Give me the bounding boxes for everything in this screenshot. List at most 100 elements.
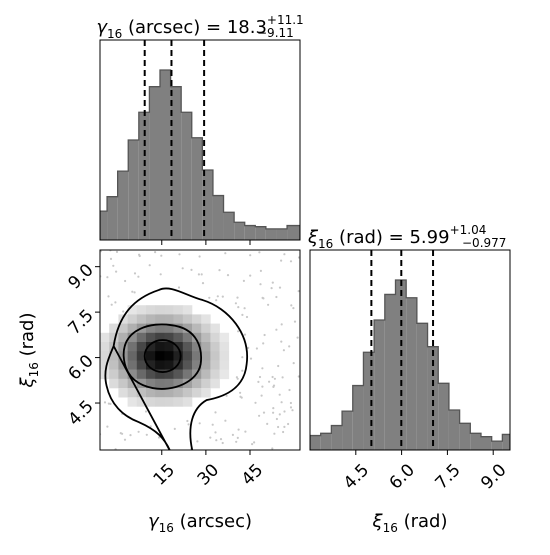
joint-y-tick-label: 4.5 <box>64 397 97 430</box>
joint-sample-point <box>133 272 137 275</box>
xi16-histogram-bin <box>384 294 396 450</box>
joint-density-cell <box>136 314 147 324</box>
joint-sample-point <box>215 439 218 442</box>
gamma16-histogram-bars <box>100 69 300 240</box>
joint-density-cell <box>164 360 174 370</box>
gamma16-histogram-bin <box>212 195 224 240</box>
joint-sample-point <box>214 431 217 434</box>
joint-density-cell <box>118 378 128 389</box>
gamma16-histogram-bin <box>287 225 300 240</box>
joint-density-cell <box>109 323 119 334</box>
joint-sample-point <box>282 430 285 434</box>
joint-density-cell <box>127 378 138 389</box>
joint-sample-point <box>297 290 300 293</box>
joint-sample-point <box>198 255 201 258</box>
xi16-xlabel-subscript: 16 <box>383 521 398 535</box>
joint-density-cell <box>219 369 230 380</box>
joint-sample-point <box>275 328 278 331</box>
joint-density-cell <box>182 305 193 315</box>
joint-density-cell <box>210 378 220 389</box>
joint-sample-point <box>247 346 250 349</box>
joint-sample-point <box>258 414 261 417</box>
joint-density-cell <box>136 369 147 380</box>
joint-sample-point <box>260 394 263 397</box>
joint-density-cell <box>182 388 193 398</box>
gamma16-title-symbol: γ <box>96 17 108 38</box>
joint-density-cell <box>201 388 211 398</box>
xi16-title-lower-error: −0.977 <box>462 236 506 250</box>
joint-sample-point <box>253 441 256 444</box>
joint-sample-point <box>226 274 230 277</box>
gamma16-histogram-x-ticks <box>161 240 251 245</box>
joint-sample-point <box>197 273 200 276</box>
gamma16-histogram-bin <box>276 228 288 240</box>
joint-sample-point <box>137 430 140 433</box>
xi16-histogram-bin <box>470 433 481 450</box>
xi16-histogram-bin <box>331 425 343 450</box>
joint-sample-point <box>216 295 219 298</box>
joint-sample-point <box>157 436 161 439</box>
joint-density-cell <box>192 360 202 370</box>
joint-x-axis-ticks: 15 30 45 <box>150 450 267 490</box>
joint-xlabel-symbol: γ <box>148 511 160 532</box>
joint-sample-point <box>289 401 292 405</box>
joint-density-cell <box>127 305 138 315</box>
joint-sample-point <box>234 302 237 305</box>
joint-density-cell <box>118 388 128 398</box>
joint-sample-point <box>214 411 217 414</box>
xi16-title-text: (rad) = 5.99 <box>333 227 449 248</box>
joint-density-cell <box>192 342 202 352</box>
gamma16-histogram-bin <box>234 222 245 240</box>
joint-sample-point <box>215 299 218 302</box>
joint-density-cell <box>210 369 220 380</box>
joint-density-cell <box>109 351 119 361</box>
xi16-x-tick-label: 4.5 <box>340 460 373 493</box>
xi16-histogram-bin <box>427 346 439 450</box>
xi16-histogram-title: ξ16 (rad) = 5.99+1.04 <box>307 223 486 251</box>
joint-density-cell <box>118 369 128 380</box>
joint-sample-point <box>219 438 223 441</box>
gamma16-title-text: (arcsec) = 18.3 <box>122 17 267 38</box>
xi16-title-upper-error: +1.04 <box>450 223 487 237</box>
joint-sample-point <box>243 307 246 310</box>
joint-sample-point <box>267 303 270 306</box>
joint-density-cell <box>136 351 147 361</box>
joint-density-cell <box>127 323 138 334</box>
xi16-title-subscript-index: 16 <box>318 237 333 251</box>
gamma16-histogram-bin <box>223 212 235 240</box>
joint-sample-point <box>208 296 211 299</box>
joint-density-cell <box>182 342 193 352</box>
joint-sample-point <box>177 286 181 289</box>
joint-sample-point <box>235 440 238 443</box>
joint-density-cell <box>136 360 147 370</box>
joint-sample-point <box>224 252 227 255</box>
joint-density-cell <box>210 332 220 343</box>
joint-sample-point <box>296 336 299 339</box>
joint-sample-point <box>280 259 283 262</box>
joint-density-cell <box>109 332 119 343</box>
gamma16-histogram-panel: γ16 (arcsec) = 18.3+11.1 −9.11 <box>96 13 304 245</box>
joint-density-cell <box>173 323 184 334</box>
joint-density-cell <box>192 388 202 398</box>
xi16-histogram-bin <box>310 435 321 450</box>
joint-sample-point <box>237 330 240 333</box>
joint-density-cell <box>201 342 211 352</box>
joint-sample-point <box>289 260 293 263</box>
joint-sample-point <box>259 269 262 272</box>
joint-density-cell <box>155 351 165 361</box>
joint-sample-point <box>124 279 127 283</box>
xi16-histogram-bin <box>320 433 332 450</box>
joint-sample-point <box>241 369 244 372</box>
joint-density-cell <box>182 369 193 380</box>
xi16-histogram-frame <box>309 249 511 451</box>
joint-density-cell <box>182 314 193 324</box>
joint-density-cells <box>100 305 230 407</box>
joint-density-cell <box>182 323 193 334</box>
joint-sample-point <box>292 307 295 310</box>
joint-density-cell <box>164 378 174 389</box>
joint-density-cell <box>146 342 156 352</box>
joint-y-tick-label: 6.0 <box>64 351 97 384</box>
joint-sample-point <box>190 268 193 271</box>
gamma16-histogram-bin <box>170 86 182 240</box>
